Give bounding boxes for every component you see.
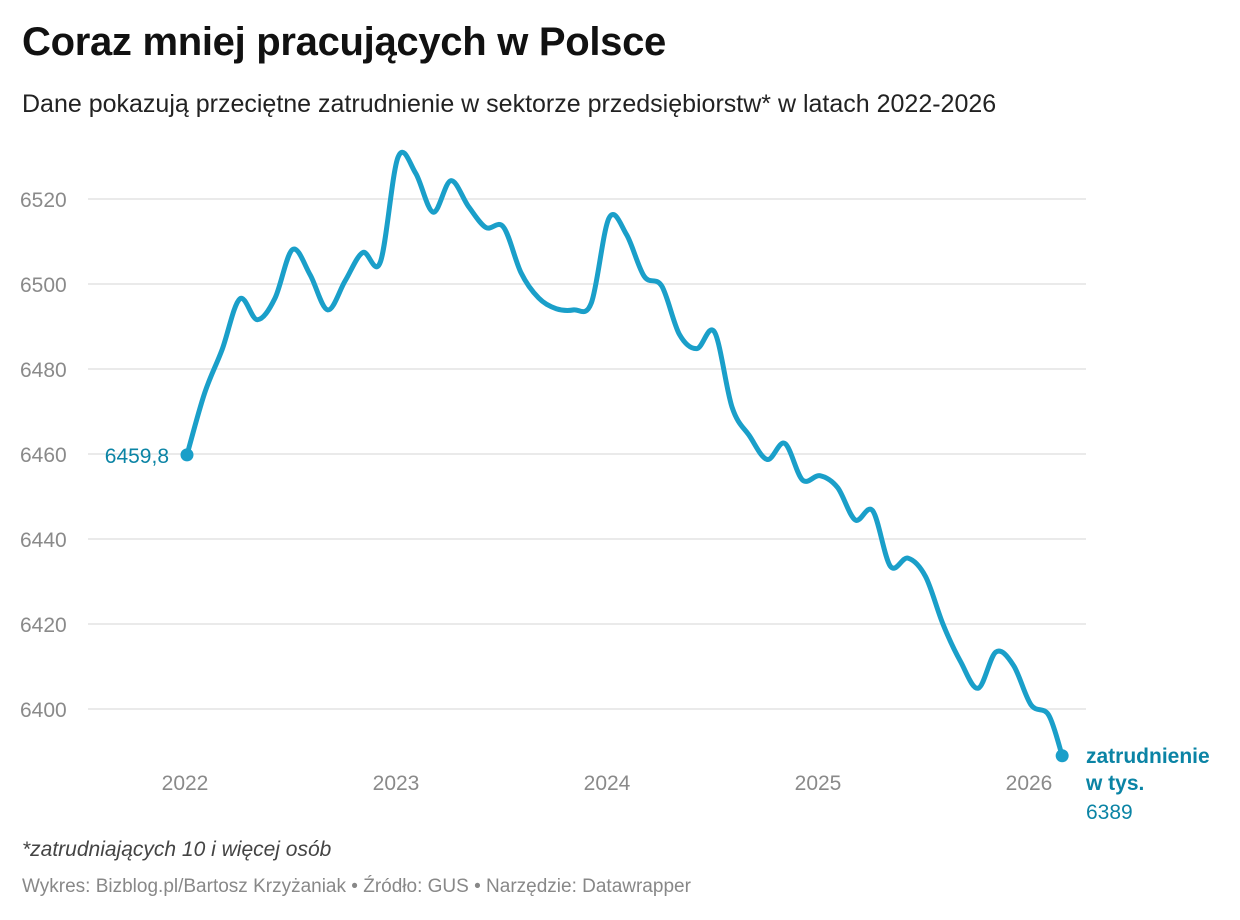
y-tick-label: 6460 bbox=[20, 444, 67, 467]
y-axis-ticks: 6400 6420 6440 6460 6480 6500 6520 bbox=[20, 189, 67, 722]
y-tick-label: 6420 bbox=[20, 614, 67, 637]
credit-source: Źródło: GUS bbox=[363, 876, 469, 897]
series-label-line1: zatrudnienie bbox=[1086, 745, 1210, 768]
footnote: *zatrudniających 10 i więcej osób bbox=[22, 838, 332, 861]
gridlines bbox=[88, 198, 1086, 710]
credit-separator: • bbox=[468, 876, 487, 897]
credits: Wykres: Bizblog.pl/Bartosz Krzyżaniak • … bbox=[22, 876, 691, 898]
start-value-label: 6459,8 bbox=[105, 445, 169, 468]
end-point-marker bbox=[1055, 749, 1069, 763]
credit-author: Wykres: Bizblog.pl/Bartosz Krzyżaniak bbox=[22, 876, 346, 897]
x-tick-label: 2024 bbox=[584, 772, 631, 795]
chart-subtitle: Dane pokazują przeciętne zatrudnienie w … bbox=[22, 90, 997, 118]
chart-title: Coraz mniej pracujących w Polsce bbox=[22, 20, 666, 64]
x-axis-ticks: 2022 2023 2024 2025 2026 bbox=[162, 772, 1053, 795]
y-tick-label: 6480 bbox=[20, 359, 67, 382]
end-value-label: 6389 bbox=[1086, 801, 1133, 824]
start-point-marker bbox=[180, 448, 194, 462]
credit-separator: • bbox=[346, 876, 364, 897]
y-tick-label: 6520 bbox=[20, 189, 67, 212]
credit-tool: Narzędzie: Datawrapper bbox=[486, 876, 691, 897]
x-tick-label: 2026 bbox=[1006, 772, 1053, 795]
x-tick-label: 2025 bbox=[795, 772, 842, 795]
y-tick-label: 6400 bbox=[20, 699, 67, 722]
y-tick-label: 6500 bbox=[20, 274, 67, 297]
series-line-zatrudnienie bbox=[184, 149, 1065, 759]
series-label-line2: w tys. bbox=[1085, 772, 1144, 795]
y-tick-label: 6440 bbox=[20, 529, 67, 552]
x-tick-label: 2023 bbox=[373, 772, 420, 795]
x-tick-label: 2022 bbox=[162, 772, 209, 795]
